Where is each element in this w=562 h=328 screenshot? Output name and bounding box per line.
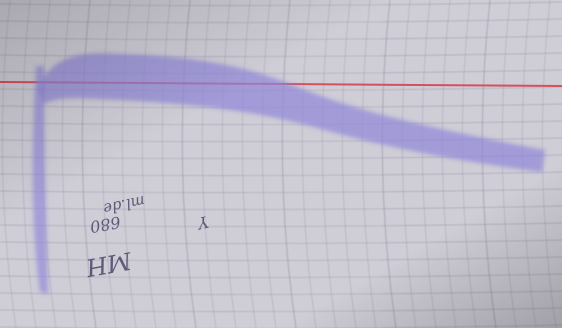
chart-paper-photo (0, 0, 562, 328)
photo-vignette (0, 0, 562, 328)
